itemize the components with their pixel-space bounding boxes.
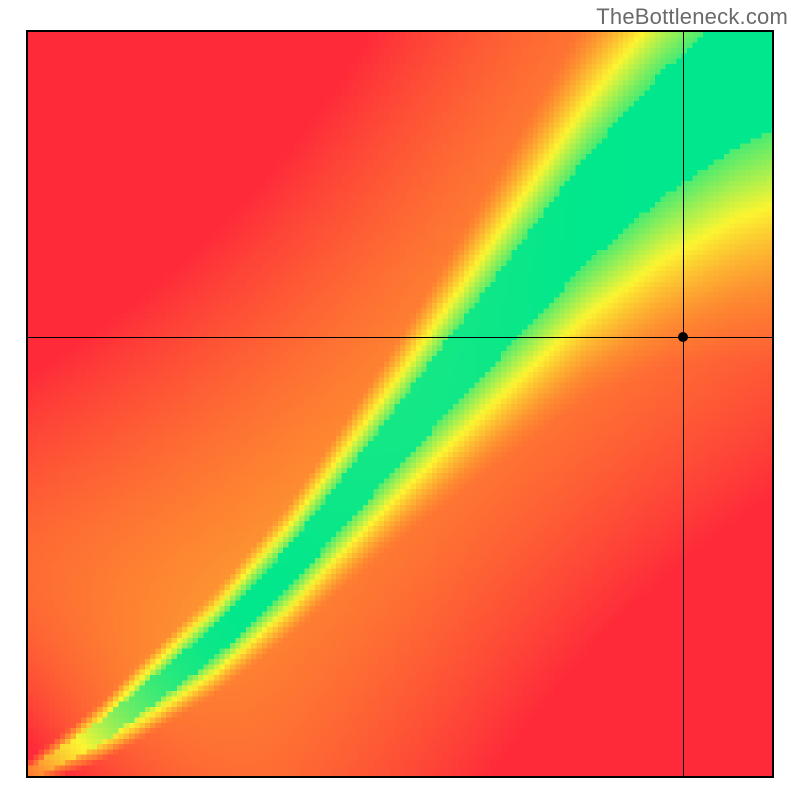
attribution-text: TheBottleneck.com	[596, 4, 788, 30]
selection-marker	[678, 332, 688, 342]
heatmap-canvas	[28, 32, 772, 776]
crosshair-vertical	[683, 32, 684, 776]
heatmap-plot	[26, 30, 774, 778]
crosshair-horizontal	[28, 337, 772, 338]
